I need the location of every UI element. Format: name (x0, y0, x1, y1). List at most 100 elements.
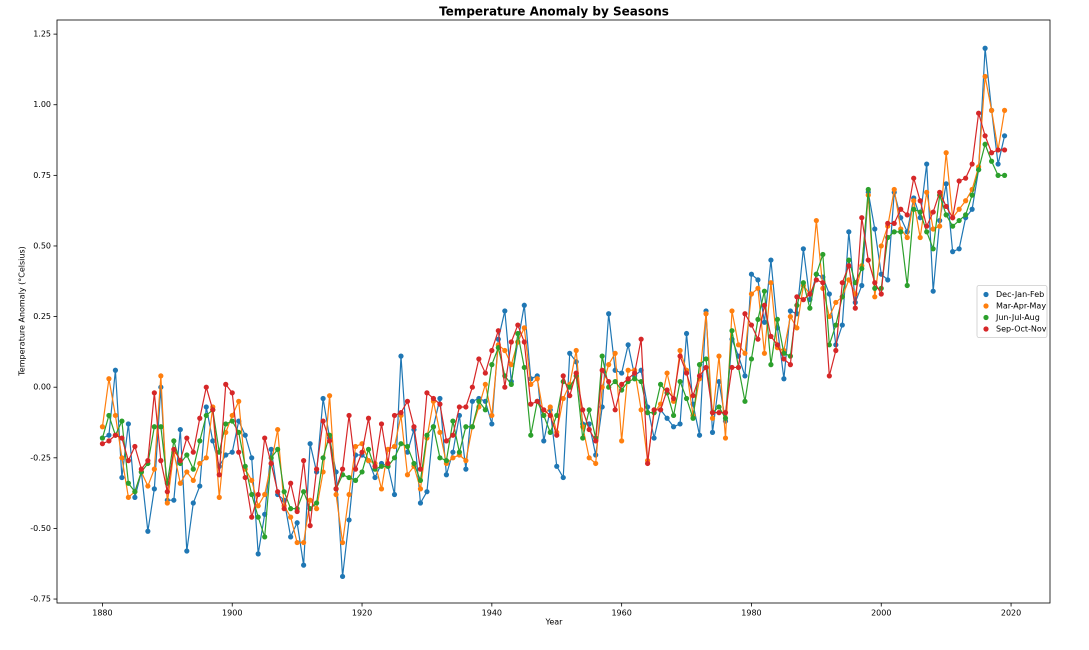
data-point (99, 441, 106, 447)
plot-frame (56, 19, 1051, 604)
data-point (625, 367, 631, 373)
data-point (716, 404, 722, 410)
data-point (664, 370, 670, 376)
data-point (346, 412, 352, 419)
data-point (885, 220, 891, 226)
series-line (102, 48, 1006, 577)
data-point (236, 449, 242, 455)
data-point (528, 381, 534, 387)
data-point (112, 432, 119, 438)
data-point (307, 441, 313, 447)
data-point (619, 370, 625, 376)
y-tick-label: 1.00 (33, 100, 51, 109)
y-axis-label: Temperature Anomaly (°Celsius) (18, 246, 27, 376)
data-point (288, 480, 294, 486)
data-point (236, 398, 242, 404)
data-point (106, 412, 112, 419)
data-point (599, 367, 605, 373)
data-point (586, 455, 592, 461)
data-point (190, 500, 196, 506)
y-tick-label: -0.25 (30, 453, 51, 462)
data-point (450, 449, 456, 455)
data-point (443, 458, 450, 464)
chart-title: Temperature Anomaly by Seasons (439, 5, 669, 19)
data-point (742, 373, 748, 379)
data-point (469, 398, 475, 404)
data-point (878, 243, 884, 249)
legend-marker (983, 314, 989, 321)
series-line (101, 76, 1006, 544)
data-point (151, 486, 157, 492)
data-point (547, 412, 553, 419)
data-point (99, 435, 106, 441)
data-point (748, 291, 755, 297)
data-point (106, 438, 112, 444)
data-point (521, 325, 527, 331)
data-point (132, 494, 138, 500)
data-point (456, 449, 462, 455)
data-point (781, 350, 787, 356)
data-point (158, 458, 164, 464)
data-point (820, 280, 826, 286)
data-point (683, 330, 690, 337)
data-point (677, 378, 683, 385)
data-point (742, 311, 748, 317)
data-point (865, 257, 871, 263)
data-point (696, 432, 703, 438)
data-point (125, 480, 131, 486)
data-point (988, 107, 995, 113)
data-point (378, 421, 385, 427)
data-point (197, 438, 203, 444)
x-tick-label: 1980 (741, 609, 761, 618)
data-point (995, 172, 1001, 178)
data-point (930, 209, 936, 215)
data-point (872, 294, 878, 300)
x-tick-label: 1920 (352, 609, 372, 618)
data-point (969, 161, 975, 167)
data-point (521, 302, 527, 308)
data-point (878, 291, 884, 297)
data-point (586, 426, 592, 433)
data-point (190, 449, 196, 455)
data-point (326, 438, 333, 444)
data-point (846, 263, 852, 269)
data-point (852, 305, 858, 311)
data-point (781, 376, 787, 382)
data-point (761, 319, 768, 325)
data-point (761, 350, 768, 356)
data-point (223, 421, 229, 427)
data-point (580, 407, 586, 413)
data-point (158, 424, 164, 430)
data-point (943, 203, 949, 210)
data-point (943, 181, 949, 187)
data-point (197, 415, 203, 421)
data-point (404, 443, 411, 450)
data-point (826, 342, 832, 348)
data-point (716, 353, 722, 359)
data-point (398, 441, 404, 447)
data-point (417, 477, 424, 484)
legend-label: Sep-Oct-Nov (996, 325, 1047, 334)
data-point (125, 421, 131, 427)
data-point (197, 483, 203, 489)
data-point (307, 497, 313, 503)
data-point (722, 435, 729, 441)
data-point (995, 161, 1001, 167)
data-point (294, 539, 300, 546)
data-point (872, 280, 878, 286)
data-point (833, 299, 839, 306)
data-point (774, 342, 781, 348)
data-point (683, 370, 690, 376)
data-point (184, 548, 190, 554)
data-point (190, 477, 196, 484)
legend-marker (983, 291, 989, 298)
data-point (203, 384, 209, 390)
data-point (145, 528, 151, 534)
data-point (502, 347, 508, 354)
data-point (1001, 107, 1008, 113)
data-point (885, 277, 891, 283)
legend-marker (983, 326, 989, 332)
data-point (125, 494, 131, 500)
data-point (735, 364, 742, 371)
data-point (755, 285, 761, 291)
